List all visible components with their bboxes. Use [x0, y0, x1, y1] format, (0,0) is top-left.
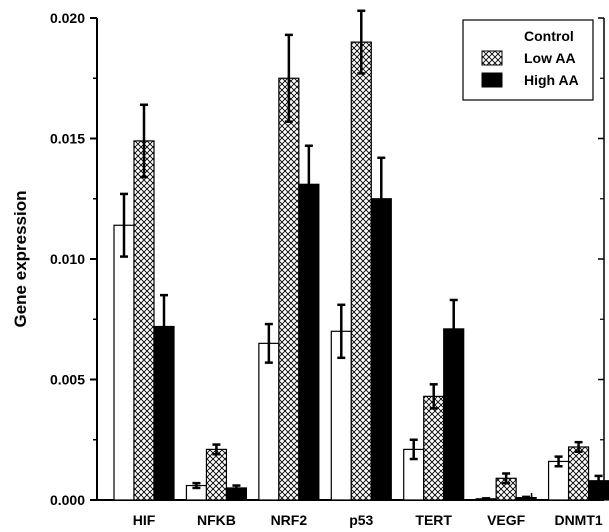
legend-swatch [481, 50, 503, 66]
bar-control [113, 224, 135, 501]
x-tick-label: p53 [349, 512, 373, 528]
x-tick-label: NRF2 [271, 512, 308, 528]
bar-low-aa [350, 41, 372, 501]
bar-high-aa [298, 183, 320, 501]
legend-swatch [482, 29, 502, 43]
x-tick-label: TERT [415, 512, 452, 528]
bar-low-aa [423, 395, 445, 501]
x-tick-label: VEGF [487, 512, 526, 528]
y-tick-label: 0.015 [50, 131, 85, 147]
x-tick-label: NFKB [197, 512, 236, 528]
y-tick-label: 0.000 [50, 492, 85, 508]
x-tick-label: DNMT1 [554, 512, 602, 528]
y-tick-label: 0.020 [50, 10, 85, 26]
legend-entry: Control [524, 28, 574, 44]
y-tick-label: 0.005 [50, 372, 85, 388]
legend-entry: High AA [524, 72, 579, 88]
bar-low-aa [567, 446, 590, 501]
bar-low-aa [205, 448, 228, 501]
plot-area: 0.000 0.005 0.010 0.015 0.020 HIF NFKB NRF2 p53 T… [50, 9, 609, 528]
bar-low-aa [133, 140, 155, 501]
y-tick-label: 0.010 [50, 251, 85, 267]
y-axis-label: Gene expression [11, 190, 30, 327]
legend-swatch [481, 72, 503, 88]
x-tick-label: HIF [133, 512, 156, 528]
bar-control [258, 342, 280, 501]
bar-high-aa [370, 198, 392, 501]
legend-entry: Low AA [524, 50, 576, 66]
bar-low-aa [278, 77, 300, 501]
